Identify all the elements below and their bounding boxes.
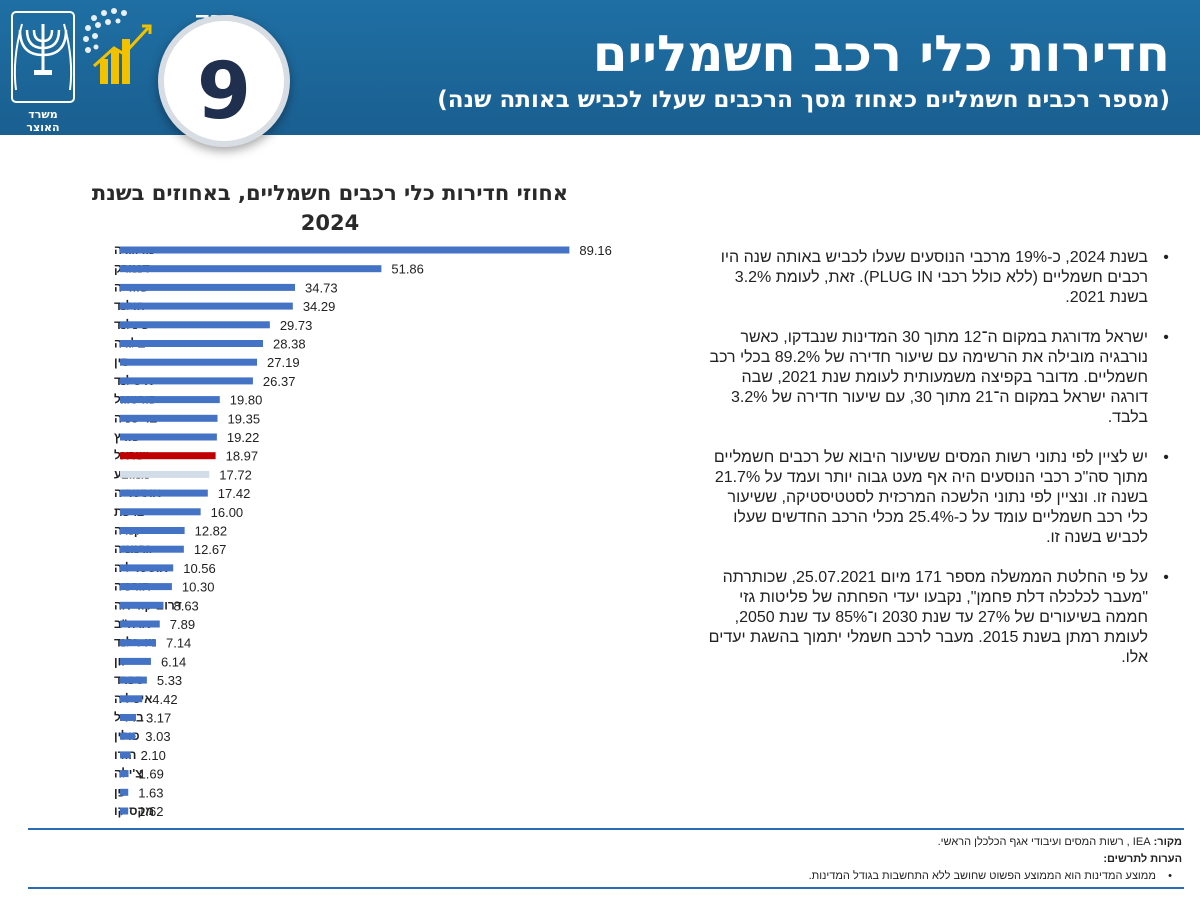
value-label: 18.97: [226, 449, 259, 464]
bar: [120, 620, 160, 628]
bar: [120, 283, 296, 291]
value-label: 34.73: [305, 280, 338, 295]
value-label: 3.03: [145, 729, 170, 744]
bar: [120, 321, 270, 329]
chart-title-line2: 2024: [300, 211, 360, 235]
notes-label: הערות לתרשים:: [1103, 853, 1182, 865]
value-label: 5.33: [157, 673, 182, 688]
value-label: 51.86: [391, 262, 424, 277]
value-label: 17.72: [219, 467, 252, 482]
bar: [120, 396, 220, 404]
value-label: 8.63: [173, 598, 198, 613]
bullet-item: • ישראל מדורגת במקום ה־12 מתוך 30 המדינות…: [706, 328, 1176, 428]
bullet-item: • על פי החלטת הממשלה מספר 171 מיום 25.07.…: [706, 568, 1176, 668]
menorah-emblem-icon: [11, 11, 75, 103]
page-subtitle: (מספר רכבים חשמליים כאחוז מסך הרכבים שעל…: [437, 87, 1170, 113]
bullet-text: על פי החלטת הממשלה מספר 171 מיום 25.07.2…: [708, 569, 1148, 666]
growth-chart-logo-icon: [83, 8, 152, 84]
bar: [120, 676, 147, 684]
bullet-dot-icon: •: [1163, 569, 1169, 586]
source-label: מקור:: [1153, 836, 1182, 848]
bar: [120, 340, 264, 347]
value-label: 2.10: [141, 748, 166, 763]
bar: [120, 246, 570, 254]
chart-title-line1: אחוזי חדירות כלי רכבים חשמליים, באחוזים …: [91, 181, 569, 205]
value-label: 10.30: [182, 580, 215, 595]
bullet-text: יש לציין לפי נתוני רשות המסים ששיעור היב…: [713, 449, 1148, 546]
bar: [120, 639, 156, 647]
bullet-item: • יש לציין לפי נתוני רשות המסים ששיעור הי…: [706, 448, 1176, 548]
bar: [120, 732, 136, 740]
value-label: 1.63: [138, 785, 163, 800]
value-label: 26.37: [263, 374, 296, 389]
value-label: 10.56: [183, 561, 216, 576]
note-bullet-icon: •: [1168, 870, 1172, 882]
ministry-logo: משרד האוצר: [10, 10, 76, 134]
value-label: 19.35: [228, 411, 261, 426]
bar: [120, 452, 216, 460]
value-label: 27.19: [267, 355, 300, 370]
value-label: 4.42: [152, 692, 177, 707]
chart-title: אחוזי חדירות כלי רכבים חשמליים, באחוזים …: [60, 178, 600, 238]
value-label: 89.16: [579, 243, 612, 258]
bar: [120, 788, 129, 796]
value-label: 1.69: [139, 767, 164, 782]
footer-bottom-divider: [28, 887, 1184, 889]
value-label: 7.14: [166, 636, 191, 651]
bar: [120, 583, 172, 591]
bar: [120, 527, 185, 534]
note-text: ממוצע המדינות הוא הממוצע הפשוט שחושב ללא…: [808, 870, 1156, 882]
bar: [120, 807, 129, 815]
bar: [120, 489, 208, 497]
value-label: 29.73: [280, 318, 313, 333]
growth-logo: [80, 4, 156, 94]
bar: [120, 414, 218, 422]
bullet-dot-icon: •: [1163, 449, 1169, 466]
value-label: 28.38: [273, 337, 306, 352]
chapter-badge: 9: [158, 15, 290, 147]
value-label: 17.42: [218, 486, 251, 501]
bullet-text: בשנת 2024, כ-19% מרכבי הנוסעים שעלו לכבי…: [720, 249, 1148, 306]
bar: [120, 751, 131, 759]
value-label: 6.14: [161, 654, 186, 669]
bar: [120, 770, 129, 778]
bar: [120, 302, 293, 310]
bar: [120, 508, 201, 516]
bar: [120, 714, 136, 721]
bar: [120, 358, 258, 366]
bullet-dot-icon: •: [1163, 249, 1169, 266]
source-text: IEA , רשות המסים ועיבודי אגף הכלכלן הראש…: [937, 836, 1151, 848]
value-label: 16.00: [211, 505, 244, 520]
bullet-dot-icon: •: [1163, 329, 1169, 346]
source-line: מקור: IEA , רשות המסים ועיבודי אגף הכלכל…: [22, 834, 1182, 851]
note-line: • ממוצע המדינות הוא הממוצע הפשוט שחושב ל…: [22, 868, 1182, 885]
bar: [120, 265, 382, 273]
bullet-item: • בשנת 2024, כ-19% מרכבי הנוסעים שעלו לכב…: [706, 248, 1176, 308]
bar: [120, 470, 210, 478]
bar: [120, 433, 217, 441]
value-label: 12.82: [195, 524, 228, 539]
value-label: 1.62: [138, 804, 163, 819]
page-title: חדירות כלי רכב חשמליים: [592, 25, 1170, 83]
value-label: 7.89: [170, 617, 195, 632]
ministry-name: משרד האוצר: [26, 108, 60, 134]
bar: [120, 695, 143, 703]
chapter-number: 9: [196, 47, 252, 137]
value-label: 19.80: [230, 393, 263, 408]
bar: [120, 564, 174, 572]
value-label: 12.67: [194, 542, 227, 557]
footer-notes: מקור: IEA , רשות המסים ועיבודי אגף הכלכל…: [22, 834, 1182, 885]
bar: [120, 377, 253, 385]
footer-top-divider: [28, 828, 1184, 830]
bar: [120, 545, 184, 553]
value-label: 34.29: [303, 299, 336, 314]
key-points-list: • בשנת 2024, כ-19% מרכבי הנוסעים שעלו לכב…: [706, 248, 1176, 688]
bullet-text: ישראל מדורגת במקום ה־12 מתוך 30 המדינות …: [709, 329, 1148, 426]
value-label: 3.17: [146, 711, 171, 726]
bar: [120, 601, 164, 609]
value-label: 19.22: [227, 430, 260, 445]
penetration-bar-chart: נורווגיה89.16דנמרק51.86שוודיה34.73הולנד3…: [114, 243, 612, 819]
bar: [120, 657, 151, 665]
